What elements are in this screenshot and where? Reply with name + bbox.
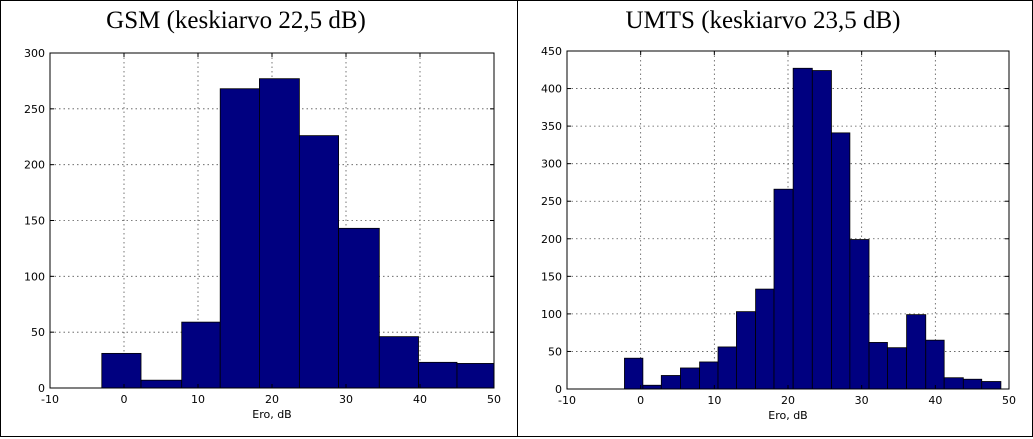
umts-bar-6 [736, 311, 756, 390]
umts-xtick-label: -10 [558, 394, 576, 407]
gsm-ytick-label: 50 [31, 326, 45, 339]
umts-bar-10 [811, 70, 832, 390]
gsm-xtick-label: 20 [265, 393, 279, 406]
umts-bar-17 [943, 377, 964, 390]
umts-bar-12 [849, 239, 870, 390]
umts-xtick-label: 0 [637, 394, 644, 407]
gsm-bar-7 [378, 336, 419, 389]
gsm-ytick-label: 250 [24, 103, 45, 116]
gsm-ytick-label: 100 [24, 270, 45, 283]
umts-histogram: -10 0 10 20 30 40 5005010015020025030035040045… [541, 45, 1016, 422]
gsm-bar-6 [338, 227, 380, 389]
umts-xtick-label: 20 [781, 394, 795, 407]
gsm-xtick-label: 30 [339, 393, 353, 406]
umts-bar-11 [831, 132, 851, 390]
gsm-bar-8 [418, 361, 458, 389]
umts-xtick-label: 10 [707, 394, 721, 407]
gsm-ytick-label: 0 [38, 382, 45, 395]
gsm-xtick-label: -10 [41, 393, 59, 406]
umts-ytick-label: 350 [541, 120, 562, 133]
umts-bar-8 [773, 188, 794, 390]
umts-xtick-label: 40 [928, 394, 942, 407]
gsm-xtick-label: 0 [121, 393, 128, 406]
gsm-bar-1 [140, 379, 183, 389]
gsm-chart-panel: GSM (keskiarvo 22,5 dB) -10 0 10 20 30 40 50 0 5… [0, 0, 518, 437]
umts-ytick-label: 0 [555, 383, 562, 396]
umts-ytick-label: 150 [541, 270, 562, 283]
umts-ytick-label: 50 [548, 345, 562, 358]
gsm-bar-3 [219, 88, 260, 389]
umts-bar-13 [868, 342, 888, 390]
umts-bar-7 [755, 288, 775, 390]
gsm-ytick-label: 150 [24, 215, 45, 228]
gsm-bar-2 [181, 321, 221, 389]
umts-xtick-label: 30 [855, 394, 869, 407]
umts-ytick-label: 250 [541, 195, 562, 208]
gsm-xtick-label: 10 [191, 393, 205, 406]
umts-ytick-label: 100 [541, 308, 562, 321]
gsm-xtick-label: 40 [413, 393, 427, 406]
umts-bar-0 [624, 357, 644, 390]
umts-chart-title: UMTS (keskiarvo 23,5 dB) [625, 7, 901, 34]
gsm-bar-4 [259, 78, 300, 389]
gsm-bar-9 [456, 363, 495, 389]
gsm-bar-5 [298, 135, 340, 389]
umts-ytick-label: 200 [541, 233, 562, 246]
gsm-bar-0 [101, 352, 142, 389]
gsm-xtick-label: 50 [487, 393, 501, 406]
umts-bar-18 [962, 378, 983, 390]
umts-ytick-label: 400 [541, 83, 562, 96]
gsm-ytick-label: 300 [24, 47, 45, 60]
umts-bar-2 [660, 375, 681, 390]
umts-bar-19 [981, 381, 1002, 390]
umts-ytick-label: 450 [541, 45, 562, 58]
gsm-ytick-label: 200 [24, 159, 45, 172]
umts-chart-panel: UMTS (keskiarvo 23,5 dB) -10 0 10 20 30 40 50 0… [517, 0, 1033, 437]
umts-bar-1 [642, 384, 662, 390]
umts-xtick-label: 50 [1002, 394, 1016, 407]
gsm-chart-title: GSM (keskiarvo 22,5 dB) [106, 7, 366, 34]
umts-ytick-label: 300 [541, 158, 562, 171]
umts-bar-14 [887, 347, 908, 390]
gsm-xaxis-label: Ero, dB [252, 408, 291, 421]
umts-bar-15 [906, 314, 927, 390]
umts-bar-9 [792, 67, 813, 390]
umts-bar-3 [680, 367, 701, 390]
umts-bar-4 [699, 361, 719, 390]
umts-bar-16 [925, 339, 945, 390]
umts-bar-5 [717, 346, 737, 390]
umts-xaxis-label: Ero, dB [768, 409, 807, 422]
